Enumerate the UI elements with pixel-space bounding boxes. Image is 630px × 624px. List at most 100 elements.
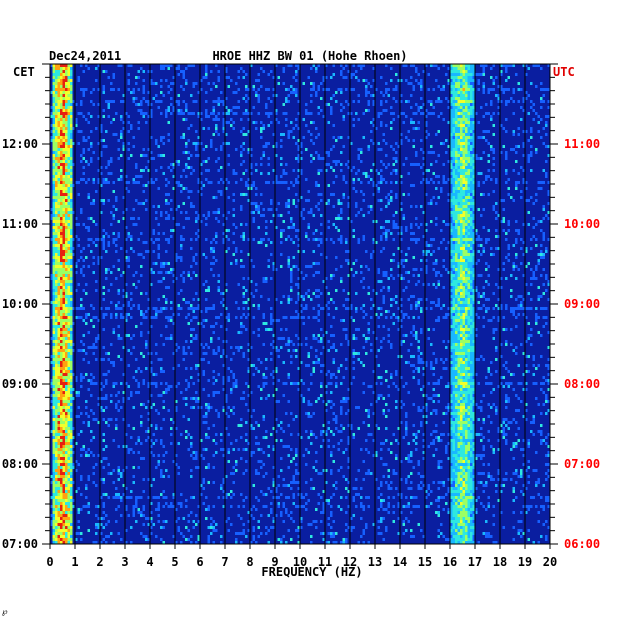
heatmap-cell xyxy=(385,220,388,223)
heatmap-cell xyxy=(60,223,63,226)
heatmap-cell xyxy=(495,178,498,181)
heatmap-cell xyxy=(455,226,458,229)
heatmap-cell xyxy=(57,121,60,124)
heatmap-cell xyxy=(145,316,148,319)
heatmap-cell xyxy=(297,295,300,298)
heatmap-cell xyxy=(472,190,475,193)
heatmap-cell xyxy=(172,217,175,220)
heatmap-cell xyxy=(425,169,428,172)
heatmap-cell xyxy=(445,358,448,361)
heatmap-cell xyxy=(270,319,273,322)
heatmap-cell xyxy=(307,112,310,115)
heatmap-cell xyxy=(450,109,453,112)
heatmap-cell xyxy=(302,250,305,253)
heatmap-cell xyxy=(297,145,300,148)
heatmap-cell xyxy=(172,166,175,169)
heatmap-cell xyxy=(450,334,453,337)
heatmap-cell xyxy=(465,316,468,319)
heatmap-cell xyxy=(302,277,305,280)
heatmap-cell xyxy=(67,163,70,166)
heatmap-cell xyxy=(520,118,523,121)
heatmap-cell xyxy=(80,64,83,67)
heatmap-cell xyxy=(90,157,93,160)
heatmap-cell xyxy=(460,64,463,67)
heatmap-cell xyxy=(292,202,295,205)
heatmap-cell xyxy=(55,331,58,334)
heatmap-cell xyxy=(227,316,230,319)
heatmap-cell xyxy=(395,100,398,103)
heatmap-cell xyxy=(435,358,438,361)
heatmap-cell xyxy=(67,178,70,181)
heatmap-cell xyxy=(340,91,343,94)
heatmap-cell xyxy=(352,352,355,355)
heatmap-cell xyxy=(437,85,440,88)
heatmap-cell xyxy=(65,124,68,127)
heatmap-cell xyxy=(55,187,58,190)
heatmap-cell xyxy=(110,211,113,214)
heatmap-cell xyxy=(137,307,140,310)
heatmap-cell xyxy=(460,271,463,274)
heatmap-cell xyxy=(200,193,203,196)
heatmap-cell xyxy=(97,169,100,172)
heatmap-cell xyxy=(472,70,475,73)
heatmap-cell xyxy=(470,172,473,175)
heatmap-cell xyxy=(255,202,258,205)
heatmap-cell xyxy=(452,181,455,184)
heatmap-cell xyxy=(430,100,433,103)
heatmap-cell xyxy=(190,340,193,343)
heatmap-cell xyxy=(460,229,463,232)
heatmap-cell xyxy=(540,355,543,358)
heatmap-cell xyxy=(145,154,148,157)
heatmap-cell xyxy=(367,100,370,103)
heatmap-cell xyxy=(337,160,340,163)
heatmap-cell xyxy=(477,358,480,361)
heatmap-cell xyxy=(317,319,320,322)
heatmap-cell xyxy=(522,223,525,226)
heatmap-cell xyxy=(467,322,470,325)
heatmap-cell xyxy=(192,169,195,172)
heatmap-cell xyxy=(82,91,85,94)
heatmap-cell xyxy=(457,100,460,103)
heatmap-cell xyxy=(397,226,400,229)
heatmap-cell xyxy=(470,127,473,130)
heatmap-cell xyxy=(455,127,458,130)
heatmap-cell xyxy=(467,319,470,322)
heatmap-cell xyxy=(52,346,55,349)
heatmap-cell xyxy=(492,148,495,151)
heatmap-cell xyxy=(507,244,510,247)
heatmap-cell xyxy=(65,295,68,298)
heatmap-cell xyxy=(192,82,195,85)
heatmap-cell xyxy=(527,157,530,160)
heatmap-cell xyxy=(122,346,125,349)
heatmap-cell xyxy=(545,316,548,319)
heatmap-cell xyxy=(470,82,473,85)
heatmap-cell xyxy=(405,361,408,364)
heatmap-cell xyxy=(400,259,403,262)
heatmap-cell xyxy=(60,103,63,106)
heatmap-cell xyxy=(435,304,438,307)
heatmap-cell xyxy=(132,250,135,253)
heatmap-cell xyxy=(405,136,408,139)
heatmap-cell xyxy=(157,154,160,157)
heatmap-cell xyxy=(290,361,293,364)
heatmap-cell xyxy=(467,295,470,298)
heatmap-cell xyxy=(155,169,158,172)
heatmap-cell xyxy=(157,244,160,247)
heatmap-cell xyxy=(467,151,470,154)
heatmap-cell xyxy=(227,121,230,124)
heatmap-cell xyxy=(467,250,470,253)
heatmap-cell xyxy=(487,169,490,172)
heatmap-cell xyxy=(290,91,293,94)
heatmap-cell xyxy=(472,193,475,196)
heatmap-cell xyxy=(60,214,63,217)
heatmap-cell xyxy=(265,322,268,325)
heatmap-cell xyxy=(57,220,60,223)
heatmap-cell xyxy=(367,205,370,208)
heatmap-cell xyxy=(245,301,248,304)
heatmap-cell xyxy=(462,154,465,157)
heatmap-cell xyxy=(112,205,115,208)
heatmap-cell xyxy=(62,67,65,70)
heatmap-cell xyxy=(340,103,343,106)
heatmap-cell xyxy=(72,322,75,325)
heatmap-cell xyxy=(300,142,303,145)
